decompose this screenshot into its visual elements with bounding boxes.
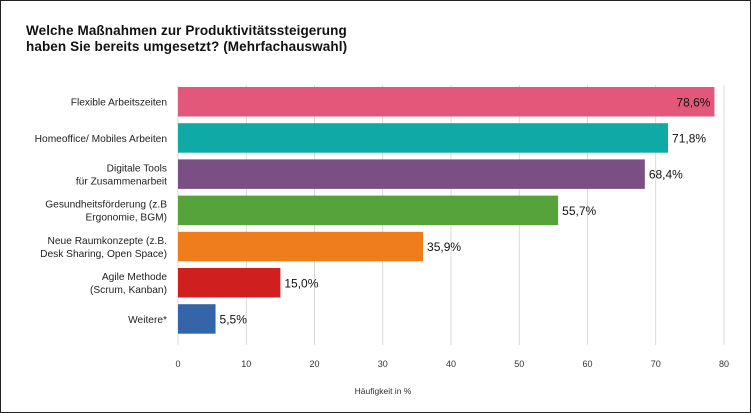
chart-title-line-2: haben Sie bereits umgesetzt? (Mehrfachau…	[26, 39, 348, 54]
category-label: Flexible Arbeitszeiten	[71, 98, 167, 109]
value-label: 55,7%	[562, 204, 596, 218]
category-label: Digitale Tools	[107, 163, 167, 174]
value-label: 35,9%	[427, 240, 461, 254]
category-label: Desk Sharing, Open Space)	[40, 249, 167, 260]
category-label: Homeoffice/ Mobiles Arbeiten	[35, 134, 167, 145]
x-tick-label: 40	[446, 359, 456, 369]
category-label: Weitere*	[128, 315, 167, 326]
bar	[178, 231, 424, 262]
bars	[178, 87, 715, 334]
x-tick-label: 20	[309, 359, 319, 369]
x-tick-label: 50	[514, 359, 524, 369]
x-axis-tick-labels: 0 10 20 30 40 50 60 70 80	[175, 359, 729, 369]
x-tick-label: 70	[651, 359, 661, 369]
category-label: Ergonomie, BGM)	[85, 213, 167, 224]
bar	[178, 123, 669, 153]
bar	[178, 304, 216, 334]
bar	[178, 268, 281, 298]
value-labels: 78,6% 71,8% 68,4% 55,7% 35,9% 15,0% 5,5%	[220, 95, 711, 326]
x-tick-label: 0	[175, 359, 180, 369]
value-label: 71,8%	[672, 131, 706, 145]
bar	[178, 159, 645, 189]
category-label: Gesundheitsförderung (z.B	[45, 200, 167, 211]
value-label: 78,6%	[676, 95, 710, 109]
category-label: für Zusammenarbeit	[76, 176, 167, 187]
x-tick-label: 80	[719, 359, 729, 369]
category-labels: Flexible Arbeitszeiten Homeoffice/ Mobile…	[35, 98, 168, 326]
bar	[178, 87, 715, 117]
value-label: 68,4%	[649, 168, 683, 182]
value-label: 5,5%	[220, 312, 248, 326]
value-label: 15,0%	[284, 276, 318, 290]
x-tick-label: 60	[582, 359, 592, 369]
x-tick-label: 30	[378, 359, 388, 369]
x-tick-label: 10	[241, 359, 251, 369]
chart-title-line-1: Welche Maßnahmen zur Produktivitätssteig…	[26, 23, 347, 38]
chart-title: Welche Maßnahmen zur Produktivitätssteig…	[26, 23, 446, 55]
category-label: (Scrum, Kanban)	[90, 285, 167, 296]
category-label: Agile Methode	[102, 272, 167, 283]
category-label: Neue Raumkonzepte (z.B.	[48, 236, 167, 247]
x-axis-title: Häufigkeit in %	[355, 386, 412, 396]
bar	[178, 195, 559, 226]
